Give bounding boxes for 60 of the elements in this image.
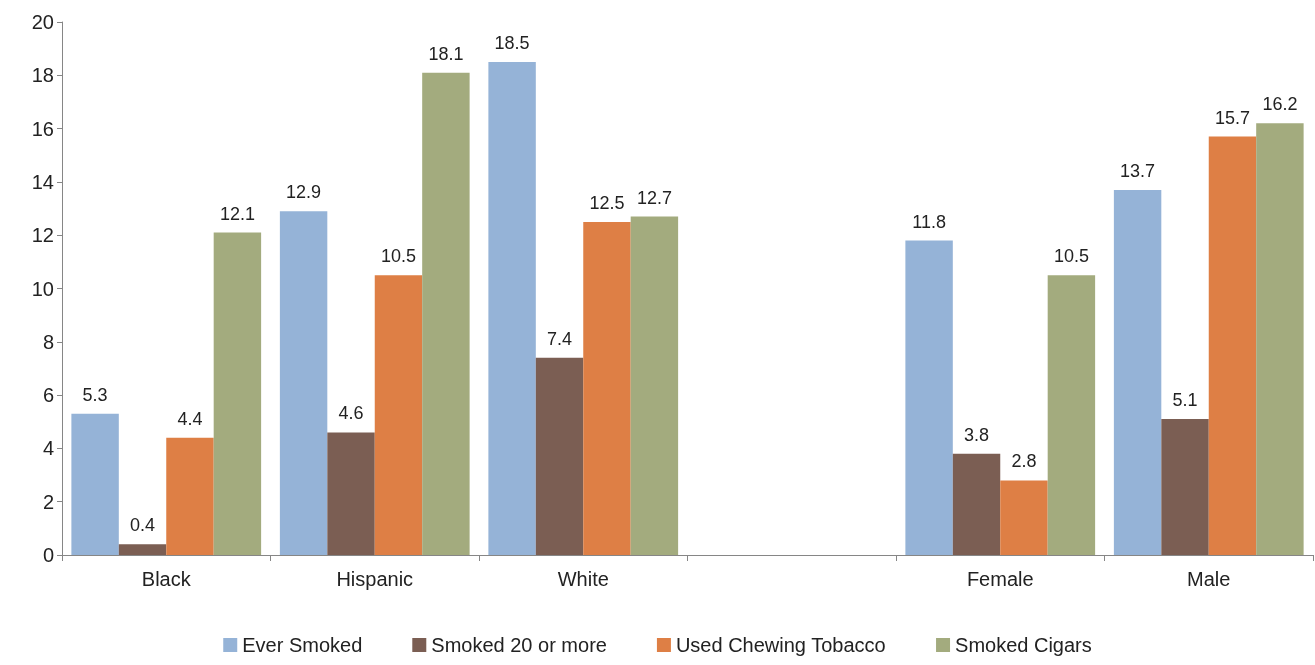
- data-label: 18.5: [494, 32, 530, 53]
- data-label: 10.5: [1053, 246, 1089, 267]
- bar: [1000, 480, 1048, 555]
- x-tick-label: Male: [1187, 568, 1231, 590]
- data-label: 4.6: [338, 403, 364, 424]
- legend-label: Smoked Cigars: [955, 634, 1092, 656]
- bar: [118, 544, 167, 555]
- y-tick-label: 0: [42, 544, 54, 566]
- bar: [488, 61, 536, 555]
- y-tick-label: 20: [31, 11, 54, 33]
- legend-label: Ever Smoked: [242, 634, 363, 656]
- data-label: 18.1: [428, 43, 464, 64]
- x-tick-label: White: [557, 568, 609, 590]
- data-label: 15.7: [1214, 107, 1250, 128]
- data-label: 2.8: [1011, 451, 1037, 472]
- x-tick-label: Female: [966, 568, 1034, 590]
- data-label: 5.1: [1172, 390, 1198, 411]
- bar: [630, 216, 679, 555]
- bar: [166, 437, 214, 555]
- bar: [422, 72, 470, 555]
- data-label: 3.8: [964, 424, 990, 445]
- bar: [952, 453, 1001, 555]
- data-label: 12.1: [219, 203, 255, 224]
- bar: [905, 240, 953, 555]
- bar: [71, 413, 119, 555]
- y-tick-label: 12: [31, 224, 54, 247]
- data-label: 4.4: [177, 408, 203, 429]
- y-tick-label: 14: [31, 170, 54, 193]
- data-label: 12.5: [589, 192, 625, 213]
- data-label: 10.5: [380, 246, 416, 267]
- bar: [279, 211, 328, 555]
- y-tick-label: 18: [31, 64, 54, 87]
- bar: [1047, 275, 1096, 555]
- bar: [327, 432, 375, 555]
- bar: [1256, 123, 1304, 555]
- legend-label: Smoked 20 or more: [431, 634, 607, 656]
- y-tick-label: 16: [31, 117, 54, 140]
- data-label: 5.3: [82, 384, 108, 405]
- bar: [535, 357, 584, 555]
- data-label: 12.7: [636, 187, 672, 208]
- data-label: 7.4: [547, 328, 573, 349]
- x-tick-label: Black: [141, 568, 192, 590]
- y-tick-label: 8: [42, 330, 54, 353]
- y-tick-label: 2: [42, 490, 54, 513]
- y-tick-label: 10: [31, 277, 54, 300]
- data-label: 11.8: [912, 211, 946, 232]
- y-tick-label: 4: [42, 437, 54, 460]
- legend-label: Used Chewing Tobacco: [675, 634, 886, 656]
- bar: [374, 275, 423, 555]
- data-label: 0.4: [130, 515, 156, 536]
- y-tick-label: 6: [42, 384, 54, 407]
- bar: [1113, 189, 1162, 555]
- bar: [213, 232, 262, 555]
- bar: [1208, 136, 1257, 555]
- data-label: 12.9: [286, 182, 322, 203]
- bar: [1161, 419, 1209, 555]
- x-tick-label: Hispanic: [336, 568, 414, 590]
- bar: [583, 221, 631, 555]
- data-label: 13.7: [1120, 160, 1156, 181]
- data-label: 16.2: [1262, 94, 1298, 115]
